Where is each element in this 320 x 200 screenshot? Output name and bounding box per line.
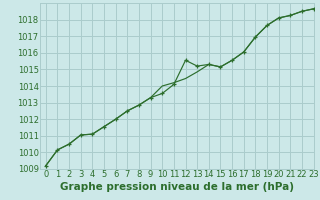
X-axis label: Graphe pression niveau de la mer (hPa): Graphe pression niveau de la mer (hPa) (60, 182, 294, 192)
